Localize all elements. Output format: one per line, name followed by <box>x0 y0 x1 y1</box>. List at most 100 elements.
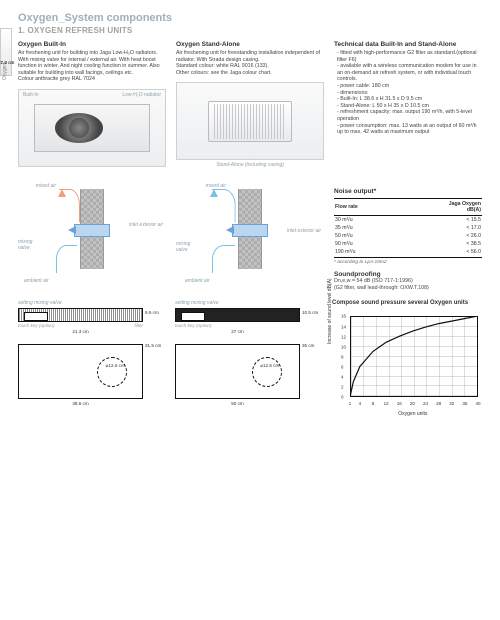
tech-bullet: fitted with high-performance G2 filter a… <box>337 50 482 63</box>
tech-standalone: setting mixing valve touch key (option) … <box>175 300 322 417</box>
lbl-valve2: mixing valve <box>176 241 190 253</box>
dim-d2: 10.5 cm <box>302 310 322 315</box>
duct2 <box>232 224 268 237</box>
tech-bullet: power cable: 180 cm <box>337 83 482 90</box>
tech-draw-row: setting mixing valve touch key (option) … <box>18 300 482 417</box>
lbl-filter: filter <box>134 323 143 328</box>
dim-strip-w2: 27 cm <box>175 329 300 334</box>
soundproof-text: Dn,e,w = 54 dB (ISO 717-1:1996) (G2 filt… <box>334 278 482 291</box>
xtick: 16 <box>397 401 402 406</box>
col3-bullets: fitted with high-performance G2 filter a… <box>334 50 482 136</box>
xtick: 40 <box>475 401 480 406</box>
col2-text: Air freshening unit for freestanding ins… <box>176 50 324 76</box>
standalone-image <box>176 82 324 160</box>
lbl-touchkey2: touch key (option) <box>175 323 212 328</box>
airflow-diagrams: mixed air inlet exterior air mixing valv… <box>18 178 482 286</box>
builtin-image: Built-In Low-H₂O radiator <box>18 89 166 167</box>
lbl-mixed: mixed air <box>36 183 56 189</box>
dim-d1: 9.5 cm <box>145 310 165 315</box>
ytick: 0 <box>341 395 344 400</box>
lbl-valve: mixing valve <box>18 239 32 251</box>
table-row: 90 m³/u< 38.5 <box>334 240 482 248</box>
noise-th-flow: Flow rate <box>334 199 396 216</box>
tech-bullet: Built-In: L 38.6 x H 31.5 x D 9.5 cm <box>337 96 482 103</box>
xtick: 36 <box>462 401 467 406</box>
diagram-standalone: mixed air inlet exterior air mixing valv… <box>176 178 324 286</box>
lbl-touchkey1: touch key (option) <box>18 323 55 328</box>
arrow-inlet <box>68 226 76 234</box>
soundproof-heading: Soundproofing <box>334 271 482 278</box>
xtick: 24 <box>423 401 428 406</box>
xtick: 1 <box>349 401 352 406</box>
ytick: 12 <box>341 334 346 339</box>
builtin-top-view <box>18 308 143 322</box>
tech-caption1: setting mixing valve <box>18 300 165 306</box>
arrow-cold-up <box>210 189 218 197</box>
xtick: 28 <box>436 401 441 406</box>
xtick: 12 <box>384 401 389 406</box>
lbl-ambient2: ambient air <box>185 278 210 284</box>
ytick: 16 <box>341 314 346 319</box>
label-radiator: Low-H₂O radiator <box>122 92 161 98</box>
section-subhead: 1. OXYGEN REFRESH UNITS <box>18 26 482 35</box>
duct <box>74 224 110 237</box>
chart-ylabel: Increase of sound level dB(A) <box>327 278 333 344</box>
ytick: 10 <box>341 344 346 349</box>
tech-bullet: dimensions: <box>337 90 482 97</box>
dim-w2: 50 cm <box>175 401 300 406</box>
dim-w1: 38.6 cm <box>18 401 143 406</box>
ytick: 8 <box>341 354 344 359</box>
dim-hh1: 31.5 cm <box>145 343 165 348</box>
col1-text: Air freshening unit for building into Ja… <box>18 50 166 83</box>
fan-graphic <box>55 113 103 143</box>
table-row: 35 m³/u< 17.0 <box>334 224 482 232</box>
lbl-mixed2: mixed air <box>206 183 226 189</box>
chart-column: Compose sound pressure several Oxygen un… <box>332 300 482 417</box>
label-builtin: Built-In <box>23 92 39 98</box>
sound-chart: Increase of sound level dB(A) Oxygen uni… <box>332 312 482 417</box>
standalone-top-view <box>175 308 300 322</box>
col1-heading: Oxygen Built-In <box>18 41 166 48</box>
dim-circ1: ⌀12.5 cm <box>106 363 125 369</box>
chart-xlabel: Oxygen units <box>398 411 427 417</box>
lbl-inlet2: inlet exterior air <box>287 228 321 234</box>
arrow-hot <box>58 189 66 197</box>
col-builtin: Oxygen Built-In Air freshening unit for … <box>18 41 166 168</box>
noise-table: Flow rate Jaga Oxygen dB(A) 30 m³/u< 15.… <box>334 198 482 258</box>
xtick: 20 <box>410 401 415 406</box>
noise-column: Noise output* Flow rate Jaga Oxygen dB(A… <box>334 178 482 286</box>
col-tech: Technical data Built-In and Stand-Alone … <box>334 41 482 168</box>
noise-heading: Noise output* <box>334 188 482 195</box>
tech-bullet: power consumption: max. 13 watts at an o… <box>337 123 482 136</box>
tech-bullet: available with a wireless communication … <box>337 63 482 83</box>
builtin-front-view: ⌀12.5 cm <box>18 344 143 399</box>
arrow-inlet2 <box>226 226 234 234</box>
radiator-builtin-graphic <box>34 104 151 153</box>
dim-hh2: 35 cm <box>302 343 322 348</box>
dim-strip-w1: 21.3 cm <box>18 329 143 334</box>
tech-bullet: Stand-Alone: L 50 x H 35 x D 10.5 cm <box>337 103 482 110</box>
col-standalone: Oxygen Stand-Alone Air freshening unit f… <box>176 41 324 168</box>
table-row: 30 m³/u< 15.5 <box>334 216 482 225</box>
xtick: 32 <box>449 401 454 406</box>
xtick: 8 <box>372 401 375 406</box>
diagram-builtin: mixed air inlet exterior air mixing valv… <box>18 178 166 286</box>
tech-bullet: refreshment capacity: max. output 190 m³… <box>337 109 482 122</box>
radiator-standalone-graphic <box>208 101 293 142</box>
circle1 <box>97 357 127 387</box>
lbl-inlet: inlet exterior air <box>129 222 163 228</box>
xtick: 4 <box>359 401 362 406</box>
noise-th-db: Jaga Oxygen dB(A) <box>396 199 482 216</box>
page-title: Oxygen_System components <box>18 12 482 24</box>
lbl-ambient: ambient air <box>24 278 49 284</box>
chart-line <box>350 316 478 397</box>
standalone-front-view: ⌀12.5 cm <box>175 344 300 399</box>
ytick: 14 <box>341 324 346 329</box>
dim-h2: 21.3 cm <box>0 60 14 65</box>
circle2 <box>252 357 282 387</box>
cold-curve2b <box>212 245 236 273</box>
cold-curve <box>56 245 77 273</box>
dim-circ2: ⌀12.5 cm <box>260 363 279 369</box>
col2-heading: Oxygen Stand-Alone <box>176 41 324 48</box>
col3-heading: Technical data Built-In and Stand-Alone <box>334 41 482 48</box>
